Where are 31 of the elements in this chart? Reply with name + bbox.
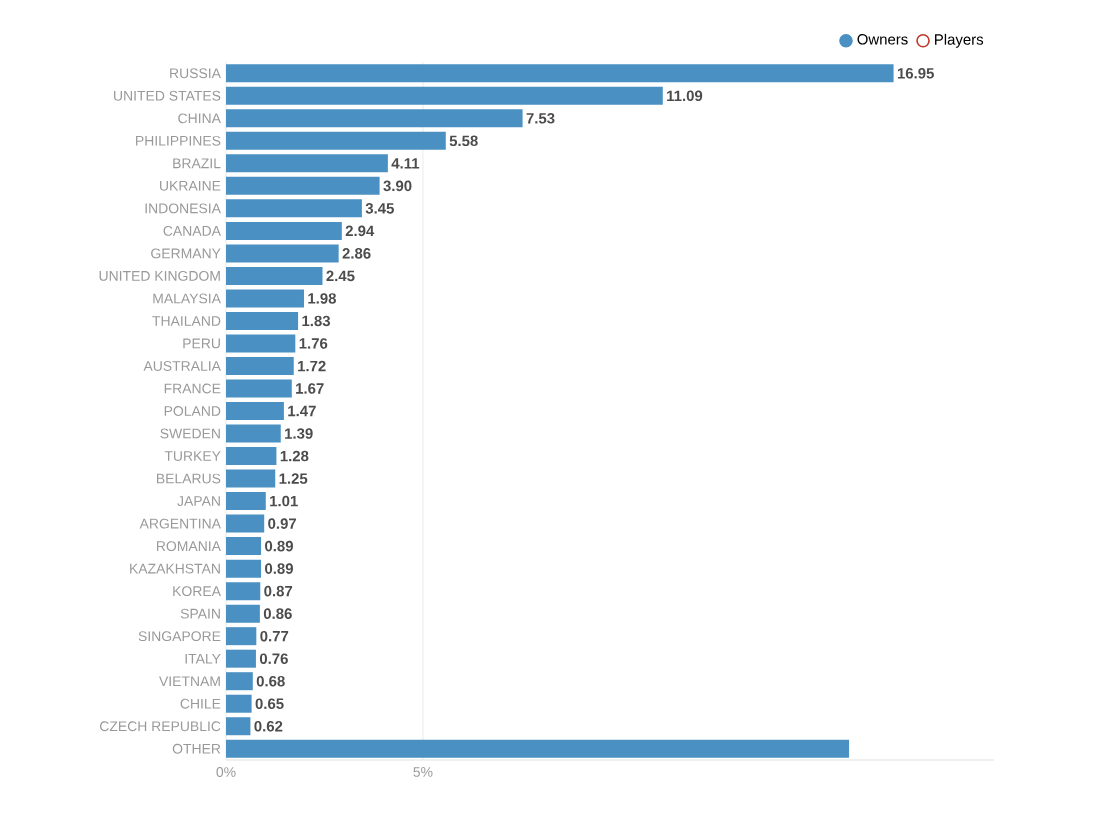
- bar: [226, 672, 253, 691]
- bar: [226, 311, 299, 330]
- bar: [226, 221, 342, 240]
- bar: [226, 424, 281, 443]
- bar: [226, 356, 294, 375]
- bar: [226, 604, 260, 623]
- bar: [226, 334, 296, 353]
- bar: [226, 627, 257, 646]
- bar: [226, 154, 388, 173]
- bar: [226, 379, 292, 398]
- bar: [226, 86, 663, 105]
- bar: [226, 176, 380, 195]
- bar: [226, 244, 339, 263]
- bar: [226, 694, 252, 713]
- bar: [226, 514, 265, 533]
- bar: [226, 199, 362, 218]
- bar: [226, 582, 261, 601]
- bar: [226, 559, 262, 578]
- bar: [226, 131, 446, 150]
- bar: [226, 447, 277, 466]
- bar: [226, 109, 523, 128]
- bar: [226, 717, 251, 736]
- bar: [226, 289, 304, 308]
- bar: [226, 64, 894, 83]
- bar: [226, 739, 850, 758]
- bar: [226, 469, 276, 488]
- bar: [226, 649, 256, 668]
- bar: [226, 402, 284, 421]
- bar: [226, 492, 266, 511]
- bar: [226, 537, 262, 556]
- bar: [226, 266, 323, 285]
